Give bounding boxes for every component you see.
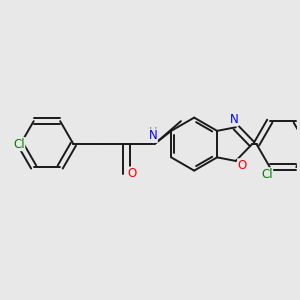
- Text: N: N: [148, 129, 157, 142]
- Text: O: O: [127, 167, 136, 180]
- Text: Cl: Cl: [13, 138, 25, 151]
- Text: H: H: [149, 127, 157, 137]
- Text: N: N: [230, 112, 239, 125]
- Text: O: O: [238, 159, 247, 172]
- Text: Cl: Cl: [261, 168, 273, 181]
